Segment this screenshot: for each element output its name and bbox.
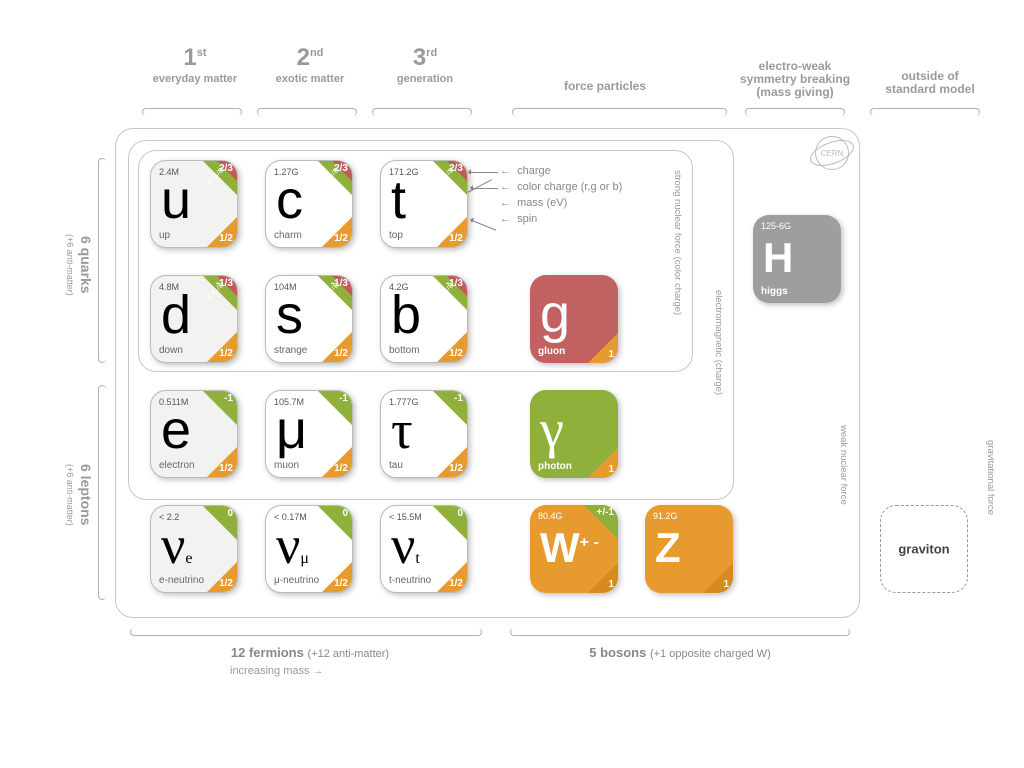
col-head-outside: outside of standard model <box>870 70 990 96</box>
graviton-label: graviton <box>881 542 967 557</box>
force-weak: weak nuclear force <box>838 425 849 605</box>
brace-col3 <box>372 108 472 116</box>
symbol: u <box>161 173 191 227</box>
tile-bottom: 4.2G -1/3 R/G/B b bottom 1/2 <box>380 275 468 363</box>
col-head-3: 3rd generation <box>370 45 480 85</box>
tile-top: 171.2G 2/3 R/G/B t top 1/2 <box>380 160 468 248</box>
force-strong: strong nuclear force (color charge) <box>672 170 683 350</box>
tile-muon: 105.7M -1 μ muon 1/2 <box>265 390 353 478</box>
tile-t-neutrino: < 15.5M 0 νt t-neutrino 1/2 <box>380 505 468 593</box>
brace-fermions <box>130 628 482 636</box>
brace-col1 <box>142 108 242 116</box>
tile-graviton: graviton <box>880 505 968 593</box>
tile-mu-neutrino: < 0.17M 0 νμ μ-neutrino 1/2 <box>265 505 353 593</box>
col-head-1: 1st everyday matter <box>140 45 250 85</box>
tile-higgs: 125-6G H higgs <box>753 215 841 303</box>
brace-bosons <box>510 628 850 636</box>
legend-arrow-1 <box>470 172 498 173</box>
tile-down: 4.8M -1/3 R/G/B d down 1/2 <box>150 275 238 363</box>
tile-gluon: g gluon 1 <box>530 275 618 363</box>
brace-leptons <box>98 385 106 600</box>
tile-charm: 1.27G 2/3 R/G/B c charm 1/2 <box>265 160 353 248</box>
tile-z: 91.2G Z 1 <box>645 505 733 593</box>
tile-photon: γ photon 1 <box>530 390 618 478</box>
force-em: electromagnetic (charge) <box>713 290 724 490</box>
col-head-2: 2nd exotic matter <box>255 45 365 85</box>
tile-strange: 104M -1/3 R/G/B s strange 1/2 <box>265 275 353 363</box>
tile-e-neutrino: < 2.2 0 νe e-neutrino 1/2 <box>150 505 238 593</box>
cern-logo: CERN <box>815 136 849 170</box>
col-head-force: force particles <box>505 80 705 93</box>
tile-w: 80.4G +/-1 W+ - 1 <box>530 505 618 593</box>
brace-quarks <box>98 158 106 363</box>
brace-outside <box>870 108 980 116</box>
brace-col2 <box>257 108 357 116</box>
spin: 1/2 <box>219 233 233 244</box>
caption-fermions: 12 fermions (+12 anti-matter) <box>160 645 460 660</box>
label-quarks: 6 quarks(+6 anti-matter) <box>62 195 94 335</box>
tile-up: 2.4M 2/3 R/G/B u up 1/2 <box>150 160 238 248</box>
caption-bosons: 5 bosons (+1 opposite charged W) <box>530 645 830 660</box>
label-leptons: 6 leptons(+6 anti-matter) <box>62 420 94 570</box>
tile-tau: 1.777G -1 τ tau 1/2 <box>380 390 468 478</box>
force-grav: gravitational force <box>985 440 996 620</box>
name: up <box>159 230 170 241</box>
legend: ← charge ← color charge (r,g or b) ← mas… <box>500 165 622 229</box>
standard-model-chart: 1st everyday matter 2nd exotic matter 3r… <box>0 0 1024 768</box>
tile-electron: 0.511M -1 e electron 1/2 <box>150 390 238 478</box>
mass-arrow: increasing mass → <box>230 665 324 677</box>
brace-force <box>512 108 727 116</box>
brace-higgs <box>745 108 845 116</box>
col-head-higgs: electro-weak symmetry breaking (mass giv… <box>735 60 855 100</box>
